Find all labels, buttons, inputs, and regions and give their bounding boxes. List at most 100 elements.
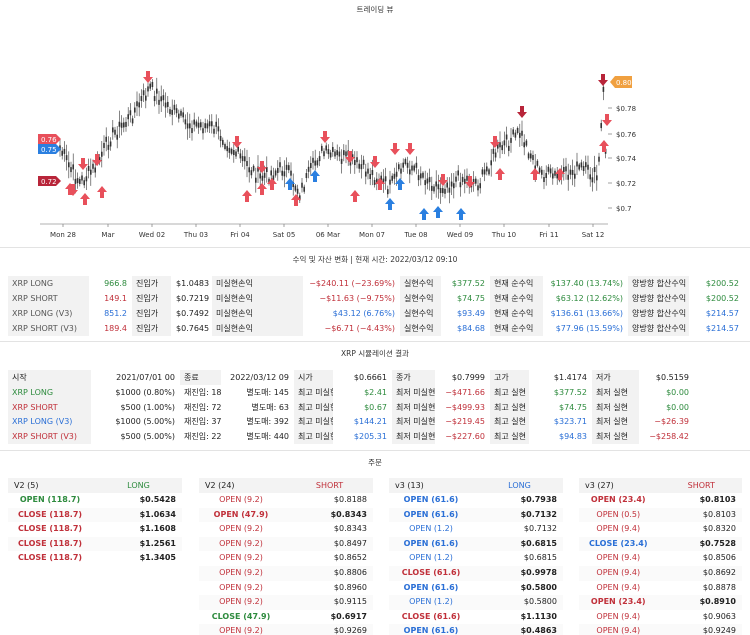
candle <box>215 121 217 127</box>
candle <box>310 163 312 169</box>
candle <box>180 110 182 116</box>
candle <box>387 189 389 195</box>
candle <box>563 166 565 172</box>
candle <box>255 177 257 183</box>
candle <box>329 152 332 158</box>
candle <box>257 166 259 172</box>
order-price: $0.8103 <box>699 495 736 504</box>
candle <box>400 168 402 174</box>
simulation-cell: XRP SHORT <box>8 399 92 415</box>
candle <box>426 178 429 184</box>
candle <box>112 127 114 133</box>
simulation-cell: $323.71 <box>530 414 592 430</box>
candle <box>160 96 162 102</box>
candle <box>501 145 503 151</box>
candle <box>382 178 385 184</box>
order-price: $0.7132 <box>523 524 557 534</box>
sell-arrow-icon <box>602 114 612 126</box>
x-tick-label: Wed 02 <box>139 231 165 239</box>
order-type: OPEN (23.4) <box>590 597 646 607</box>
summary-cell: XRP LONG (V3) <box>8 306 90 321</box>
price-chart[interactable]: $0.78 $0.76 $0.74 $0.72 $0.7 Mon 28 Mar Wed 02 T… <box>0 18 750 246</box>
candle <box>536 160 539 166</box>
order-column: v3 (27) SHORT OPEN (23.4) $0.8103 OPEN (0.5)… <box>579 478 742 635</box>
candle <box>193 119 195 125</box>
order-price: $0.9269 <box>333 626 367 635</box>
order-type: OPEN (61.6) <box>403 626 459 635</box>
summary-cell: $0.7219 <box>172 291 212 306</box>
summary-cell: 실현수익 <box>400 276 442 291</box>
candle <box>479 183 481 189</box>
order-row: OPEN (61.6) $0.6815 <box>389 536 563 552</box>
sell-arrow-icon <box>78 158 88 170</box>
summary-cell: 양방향 합산수익 <box>628 306 690 321</box>
candle <box>338 151 341 157</box>
order-row: OPEN (1.2) $0.5800 <box>389 595 563 610</box>
order-price: $0.8878 <box>702 582 736 592</box>
candle <box>428 177 431 183</box>
order-row: OPEN (1.2) $0.7132 <box>389 522 563 537</box>
candle <box>481 169 484 175</box>
simulation-cell: XRP LONG (V3) <box>8 414 92 430</box>
order-type: CLOSE (118.7) <box>17 509 83 519</box>
order-price: $0.8806 <box>333 567 367 577</box>
candle <box>393 173 396 179</box>
candle <box>450 181 453 187</box>
x-tick-label: Thu 10 <box>491 231 516 239</box>
candle <box>206 123 209 129</box>
candle <box>219 135 222 141</box>
x-tick-label: Tue 08 <box>403 231 427 239</box>
candle <box>444 188 446 194</box>
summary-cell: 실현수익 <box>400 291 442 306</box>
candle <box>142 90 145 96</box>
candle <box>547 166 550 172</box>
simulation-cell: 최고 실현 <box>490 428 530 444</box>
candle <box>246 161 248 167</box>
candle <box>541 169 543 175</box>
summary-cell: 실현수익 <box>400 321 442 336</box>
order-price: $0.8692 <box>702 567 736 577</box>
candle <box>327 149 330 155</box>
candle <box>420 173 422 179</box>
order-price: $0.4863 <box>520 626 557 635</box>
candle <box>123 122 125 128</box>
candle <box>103 142 105 148</box>
summary-cell: $200.52 <box>690 276 744 291</box>
buy-arrow-icon <box>350 190 360 202</box>
candle <box>549 168 552 174</box>
simulation-cell: 시가 <box>294 370 334 385</box>
order-type: OPEN (9.4) <box>596 611 641 621</box>
candle <box>516 127 519 133</box>
simulation-cell: 최저 미실현 <box>392 399 436 415</box>
candle <box>413 165 415 171</box>
candle <box>268 178 270 184</box>
summary-cell: XRP SHORT (V3) <box>8 321 90 336</box>
summary-cell: 149.1 <box>90 291 132 306</box>
simulation-cell: $74.75 <box>530 399 592 415</box>
candle <box>556 173 558 179</box>
candle <box>565 166 567 172</box>
candle <box>266 167 268 173</box>
simulation-cell: 최고 미실현 <box>294 428 334 444</box>
simulation-cell: −$219.45 <box>436 414 490 430</box>
simulation-cell: 종가 <box>392 370 436 385</box>
x-tick-label: Sat 05 <box>273 231 296 239</box>
candle <box>65 155 68 161</box>
candle <box>178 113 180 119</box>
candle <box>461 176 464 182</box>
order-type: OPEN (9.4) <box>596 582 641 592</box>
candle <box>376 178 378 184</box>
simulation-cell: $500 (5.00%) <box>92 428 180 444</box>
order-price: $0.8343 <box>330 509 367 519</box>
candle <box>505 134 508 140</box>
sell-arrow-icon <box>345 151 355 163</box>
summary-cell: $84.68 <box>442 321 490 336</box>
simulation-cell: 종료 <box>180 370 222 385</box>
order-type: CLOSE (118.7) <box>17 553 83 563</box>
candle <box>519 132 521 138</box>
candle <box>204 123 206 129</box>
price-marker: 0.76 <box>38 134 61 144</box>
summary-cell: $0.7645 <box>172 321 212 336</box>
candle <box>211 121 213 127</box>
order-type: OPEN (9.2) <box>219 524 263 534</box>
